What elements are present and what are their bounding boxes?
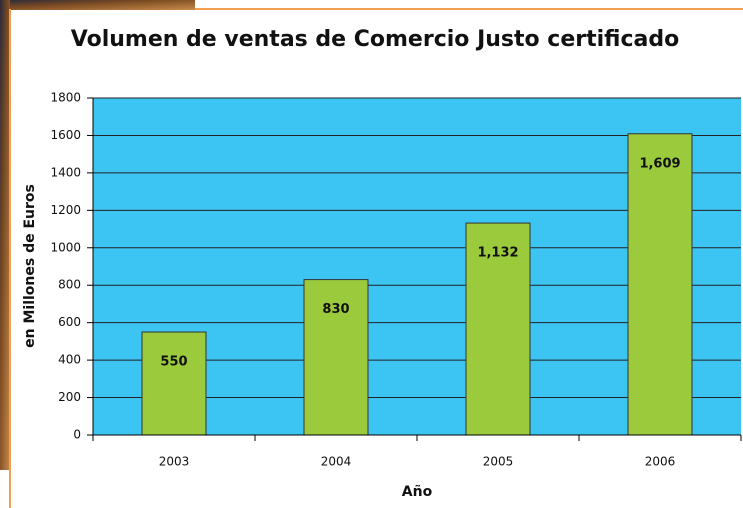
data-label: 1,609 xyxy=(639,156,680,171)
bar xyxy=(142,332,206,435)
y-tick-label: 800 xyxy=(58,278,81,292)
y-tick-label: 400 xyxy=(58,353,81,367)
data-label: 830 xyxy=(322,302,349,317)
x-tick-label: 2006 xyxy=(645,455,676,469)
data-label: 1,132 xyxy=(477,246,518,261)
y-tick-label: 1400 xyxy=(50,165,81,179)
y-tick-label: 1600 xyxy=(50,128,81,142)
bar xyxy=(628,134,692,435)
y-tick-label: 0 xyxy=(73,428,81,442)
x-tick-label: 2003 xyxy=(159,455,190,469)
y-tick-label: 200 xyxy=(58,390,81,404)
background-photo xyxy=(0,0,195,10)
y-tick-label: 1800 xyxy=(50,91,81,105)
data-label: 550 xyxy=(160,355,187,370)
y-tick-label: 600 xyxy=(58,315,81,329)
y-tick-label: 1000 xyxy=(50,240,81,254)
x-tick-label: 2004 xyxy=(321,455,352,469)
chart: Volumen de ventas de Comercio Justo cert… xyxy=(0,0,743,508)
y-axis-title: en Millones de Euros xyxy=(22,184,38,348)
background-photo xyxy=(0,0,10,470)
y-tick-label: 1200 xyxy=(50,203,81,217)
chart-title: Volumen de ventas de Comercio Justo cert… xyxy=(71,27,679,52)
x-tick-label: 2005 xyxy=(483,455,514,469)
x-axis-title: Año xyxy=(402,484,433,500)
